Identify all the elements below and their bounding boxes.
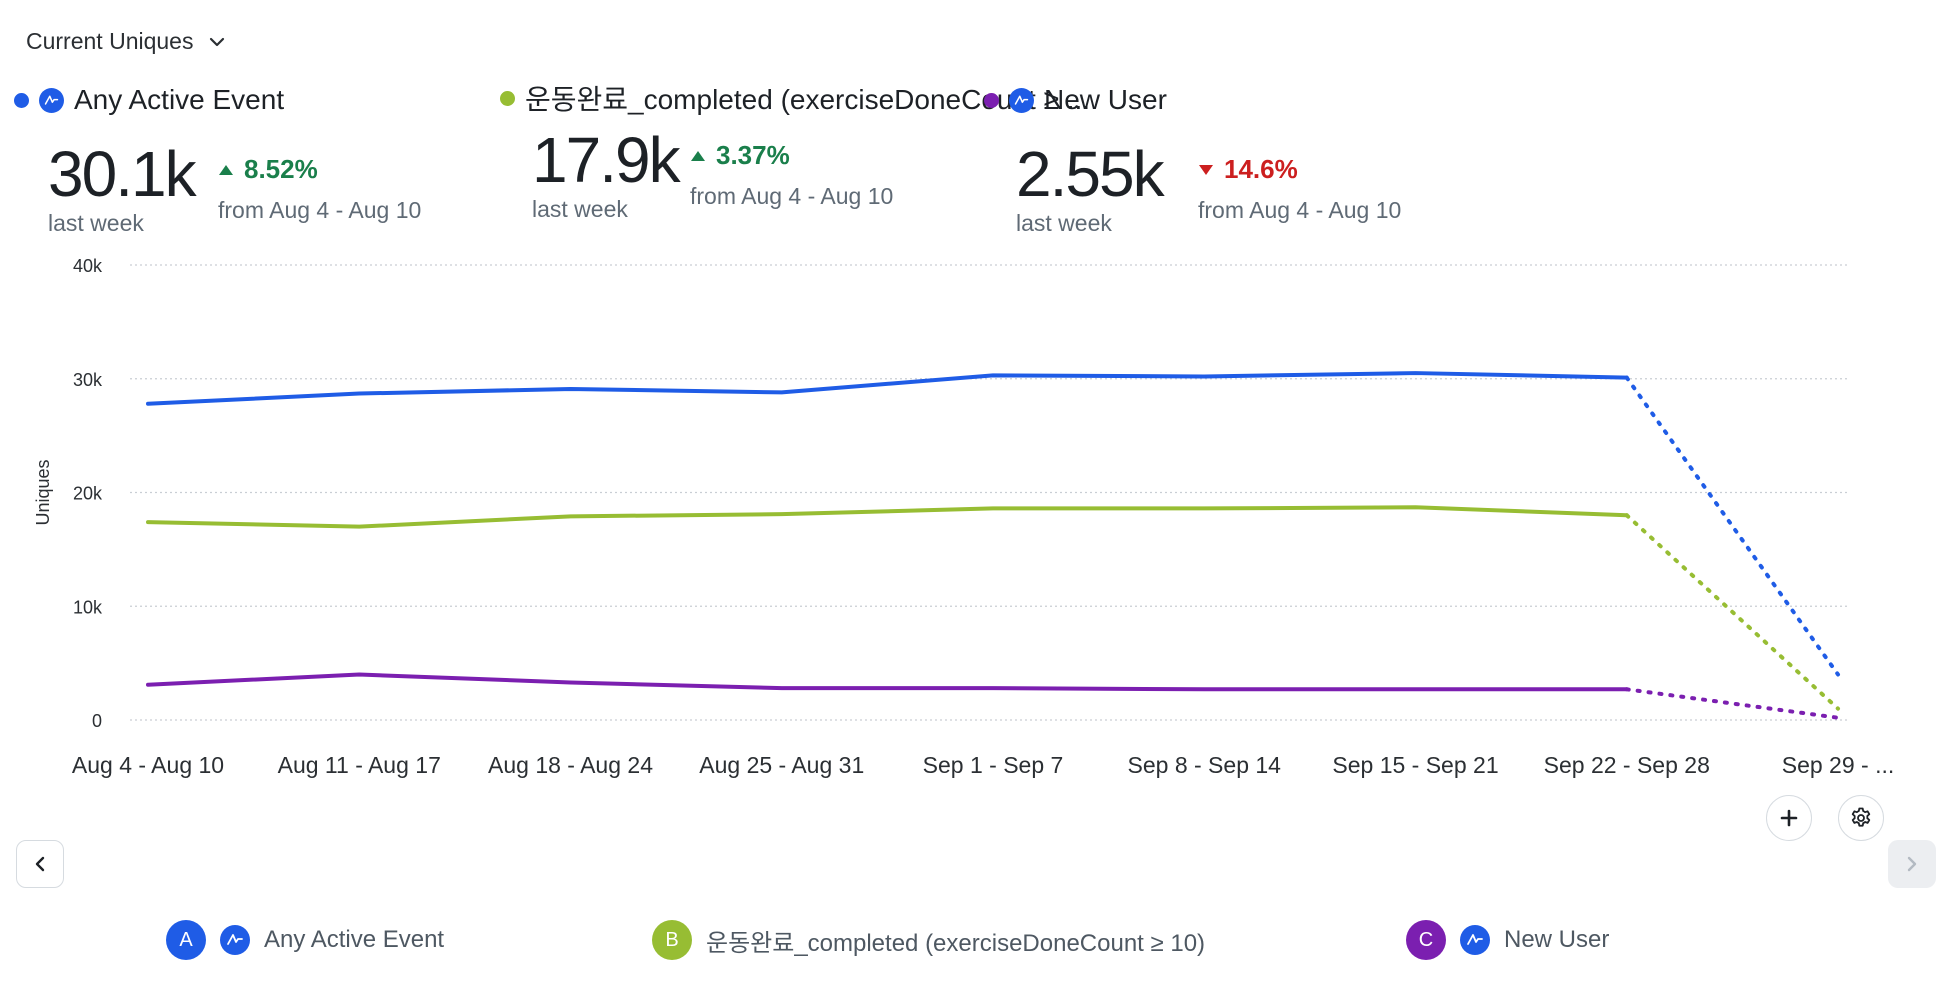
x-tick-label: Aug 11 - Aug 17 bbox=[278, 752, 441, 778]
metric-value: 17.9k bbox=[532, 124, 681, 196]
compare-range: from Aug 4 - Aug 10 bbox=[1198, 197, 1402, 223]
compare-range: from Aug 4 - Aug 10 bbox=[218, 197, 422, 223]
x-tick-label: Aug 4 - Aug 10 bbox=[72, 752, 224, 778]
series-line-incomplete bbox=[1624, 513, 1840, 711]
chevron-down-icon bbox=[210, 37, 225, 46]
metric-value: 2.55k bbox=[1016, 138, 1165, 210]
series-line-incomplete bbox=[1624, 375, 1840, 677]
caret-up-icon bbox=[219, 164, 233, 175]
x-tick-label: Sep 29 - ... bbox=[1782, 752, 1895, 778]
metric-change-block: 14.6% from Aug 4 - Aug 10 bbox=[1198, 154, 1401, 224]
metric-name: Any Active Event bbox=[74, 84, 285, 115]
legend-label: New User bbox=[1504, 926, 1610, 953]
metric-period: last week bbox=[48, 210, 144, 236]
next-page-button[interactable] bbox=[1888, 840, 1936, 888]
metric-change-block: 8.52% from Aug 4 - Aug 10 bbox=[218, 154, 421, 224]
metric-value-block: 17.9k last week bbox=[532, 124, 681, 223]
legend-label: Any Active Event bbox=[264, 926, 445, 953]
caret-down-icon bbox=[1199, 164, 1213, 175]
metric-name: New User bbox=[1044, 84, 1167, 115]
dropdown-label: Current Uniques bbox=[26, 28, 194, 54]
metric-value-block: 2.55k last week bbox=[1016, 138, 1165, 237]
y-axis-label: Uniques bbox=[33, 459, 53, 525]
metric-period: last week bbox=[1016, 210, 1112, 236]
series-badge: C bbox=[1406, 920, 1446, 960]
chevron-right-icon bbox=[1907, 856, 1917, 872]
series-line-incomplete bbox=[1624, 687, 1840, 720]
y-tick-label: 30k bbox=[73, 370, 103, 390]
add-button[interactable] bbox=[1766, 795, 1812, 841]
x-tick-label: Sep 1 - Sep 7 bbox=[923, 752, 1064, 778]
legend-label: 운동완료_completed (exerciseDoneCount ≥ 10) bbox=[706, 929, 1206, 957]
metric-period: last week bbox=[532, 196, 628, 222]
series-line bbox=[146, 672, 1629, 692]
series-badge: B bbox=[652, 920, 692, 960]
previous-page-button[interactable] bbox=[16, 840, 64, 888]
amplitude-event-icon bbox=[1460, 925, 1490, 955]
metric-value-block: 30.1k last week bbox=[48, 138, 197, 237]
metric-summary-any-active-event: Any Active Event bbox=[14, 84, 284, 116]
change-indicator: 8.52% bbox=[218, 154, 421, 185]
legend-item-c[interactable]: C New User bbox=[1406, 920, 1609, 960]
chart-settings-button[interactable] bbox=[1838, 795, 1884, 841]
amplitude-event-icon bbox=[1009, 87, 1034, 113]
amplitude-event-icon bbox=[220, 925, 250, 955]
change-indicator: 14.6% bbox=[1198, 154, 1401, 185]
x-tick-label: Sep 22 - Sep 28 bbox=[1544, 752, 1710, 778]
y-tick-label: 20k bbox=[73, 484, 103, 504]
change-percent: 8.52% bbox=[244, 154, 318, 184]
series-badge: A bbox=[166, 920, 206, 960]
y-tick-label: 0 bbox=[92, 711, 102, 731]
metric-value: 30.1k bbox=[48, 138, 197, 210]
x-tick-label: Sep 15 - Sep 21 bbox=[1332, 752, 1498, 778]
y-tick-label: 40k bbox=[73, 256, 103, 276]
legend-item-b[interactable]: B 운동완료_completed (exerciseDoneCount ≥ 10… bbox=[652, 920, 1205, 960]
change-indicator: 3.37% bbox=[690, 140, 893, 171]
metric-type-dropdown[interactable]: Current Uniques bbox=[26, 28, 227, 55]
x-tick-label: Aug 18 - Aug 24 bbox=[488, 752, 653, 778]
y-tick-label: 10k bbox=[73, 597, 103, 617]
legend-item-a[interactable]: A Any Active Event bbox=[166, 920, 444, 960]
metric-summary-new-user: New User bbox=[984, 84, 1167, 116]
x-tick-label: Sep 8 - Sep 14 bbox=[1128, 752, 1282, 778]
gear-icon bbox=[1851, 807, 1871, 827]
compare-range: from Aug 4 - Aug 10 bbox=[690, 183, 894, 209]
caret-up-icon bbox=[691, 150, 705, 161]
change-percent: 14.6% bbox=[1224, 154, 1298, 184]
series-line bbox=[146, 371, 1629, 406]
x-tick-label: Aug 25 - Aug 31 bbox=[699, 752, 864, 778]
series-line bbox=[146, 505, 1629, 529]
series-color-dot bbox=[14, 92, 29, 108]
plus-icon bbox=[1780, 809, 1798, 827]
line-chart: 0 10k 20k 30k 40k Uniques Aug 4 - Aug 10 Aug 11… bbox=[33, 256, 1895, 778]
chevron-left-icon bbox=[35, 856, 45, 872]
amplitude-event-icon bbox=[39, 87, 64, 113]
series-color-dot bbox=[984, 92, 999, 108]
metric-change-block: 3.37% from Aug 4 - Aug 10 bbox=[690, 140, 893, 210]
change-percent: 3.37% bbox=[716, 140, 790, 170]
series-color-dot bbox=[500, 90, 515, 106]
